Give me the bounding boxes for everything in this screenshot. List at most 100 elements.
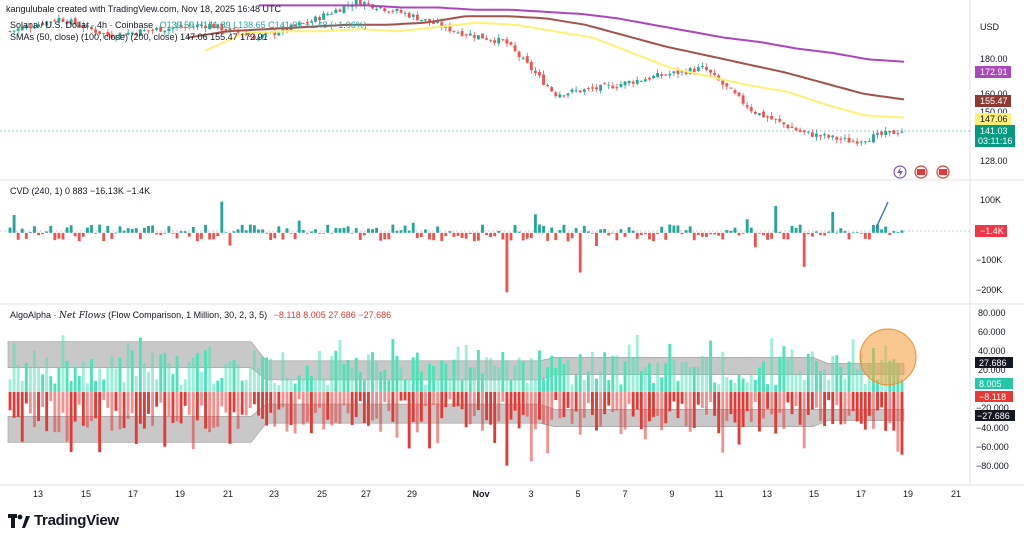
cvd-bar (513, 224, 517, 233)
netflows-name: Net Flows (59, 311, 106, 321)
flow-bar-positive (652, 383, 655, 392)
candle-body (8, 31, 12, 33)
candle-body (252, 35, 256, 40)
flow-bar-positive (90, 358, 93, 392)
symbol-title: Solana / U.S. Dollar · 4h · Coinbase (10, 20, 154, 30)
candle-body (599, 84, 603, 91)
flow-bar-positive (737, 374, 741, 392)
flow-bar-positive (615, 355, 619, 392)
cvd-bar (509, 232, 513, 241)
cvd-bar (705, 232, 708, 237)
cvd-bar (542, 225, 545, 233)
cvd-bar (847, 232, 851, 240)
cvd-bar (277, 226, 281, 233)
flow-bar-negative (134, 392, 138, 445)
cvd-bar (163, 232, 167, 234)
cvd-bar (106, 225, 110, 233)
flow-bar-negative (464, 392, 468, 428)
flow-bar-positive (599, 371, 603, 392)
candle-body (415, 14, 419, 21)
flow-bar-positive (204, 350, 207, 392)
flow-bar-positive (8, 379, 12, 392)
candle-body (114, 37, 118, 39)
sma50-badge-text: 147.06 (980, 114, 1008, 124)
cvd-bar (354, 228, 358, 233)
tradingview-logo[interactable]: TradingView (8, 512, 119, 529)
flow-bar-positive (212, 383, 216, 392)
x-tick: 27 (361, 489, 371, 499)
flow-bar-negative (143, 392, 146, 429)
cvd-bar (456, 232, 460, 236)
flow-bar-positive (415, 352, 419, 392)
cvd-histogram (8, 201, 904, 293)
time-axis[interactable]: 13 15 17 19 21 23 25 27 29 Nov 3 5 7 9 1… (33, 489, 961, 499)
flow-bar-positive (562, 363, 566, 392)
cvd-bar (741, 232, 745, 234)
cvd-bar (159, 232, 163, 236)
x-tick: 13 (762, 489, 772, 499)
event-icons[interactable] (893, 165, 950, 179)
cvd-bar (464, 232, 468, 239)
trend-annotation-line[interactable] (875, 201, 889, 229)
flow-bar-positive (558, 357, 562, 392)
flow-bar-negative (476, 392, 480, 411)
flow-bar-negative (436, 392, 440, 444)
flow-bar-positive (61, 335, 65, 392)
flow-bar-negative (835, 392, 839, 406)
netflows-legend[interactable]: AlgoAlpha · Net Flows (Flow Comparison, … (10, 310, 391, 321)
flow-bar-negative (94, 392, 97, 419)
flow-bar-negative (643, 392, 647, 440)
flow-bar-negative (155, 392, 159, 407)
cvd-bar (505, 232, 509, 293)
flow-bar-negative (265, 392, 269, 426)
flow-bar-positive (709, 340, 712, 392)
flow-bar-positive (257, 367, 260, 392)
cvd-bar (815, 231, 818, 233)
cvd-bar (269, 232, 273, 241)
cvd-tick-100k: 100K (980, 195, 1001, 205)
netflows-prefix: AlgoAlpha · (10, 310, 60, 320)
flow-bar-negative (456, 392, 460, 407)
flow-bar-negative (652, 392, 655, 417)
cvd-legend[interactable]: CVD (240, 1) 0 883 −16.13K −1.4K (10, 186, 151, 196)
candle-body (668, 73, 672, 76)
flow-bar-negative (240, 392, 244, 415)
flow-upper-badge (975, 357, 1013, 368)
flow-bar-positive (151, 352, 155, 392)
flow-bar-positive (252, 350, 256, 392)
flow-bar-positive (493, 365, 497, 392)
candle-body (493, 40, 497, 43)
cvd-bar (216, 232, 220, 237)
flow-bar-negative (277, 392, 281, 410)
symbol-legend[interactable]: Solana / U.S. Dollar · 4h · Coinbase O13… (10, 20, 367, 30)
flow-bar-positive (863, 383, 867, 392)
candle-body (554, 92, 558, 97)
candle-body (391, 10, 395, 12)
flow-bar-positive (175, 356, 179, 392)
cvd-bar (533, 214, 537, 233)
flow-bar-negative (729, 392, 733, 415)
flow-bar-negative (696, 392, 700, 405)
candle-body (138, 29, 142, 37)
flow-pos-badge (975, 378, 1013, 389)
candle-body (273, 31, 277, 35)
candle-body (631, 81, 635, 84)
flow-bar-negative (591, 392, 594, 415)
flow-bar-negative (546, 392, 550, 454)
candle-body (28, 27, 32, 29)
candle-body (85, 25, 89, 27)
cvd-bar (631, 230, 635, 233)
flow-bar-negative (261, 392, 264, 419)
cvd-bar (863, 232, 867, 239)
flow-bar-positive (159, 354, 163, 392)
x-tick: 3 (528, 489, 533, 499)
candle-body (896, 133, 900, 135)
sma-legend[interactable]: SMAs (50, close) (100, close) (200, clos… (10, 32, 268, 42)
flow-bar-positive (753, 379, 757, 392)
x-tick: 21 (951, 489, 961, 499)
flow-bar-positive (285, 377, 289, 392)
cvd-bar (639, 232, 643, 235)
x-tick: Nov (472, 489, 489, 499)
candle-body (436, 21, 440, 23)
